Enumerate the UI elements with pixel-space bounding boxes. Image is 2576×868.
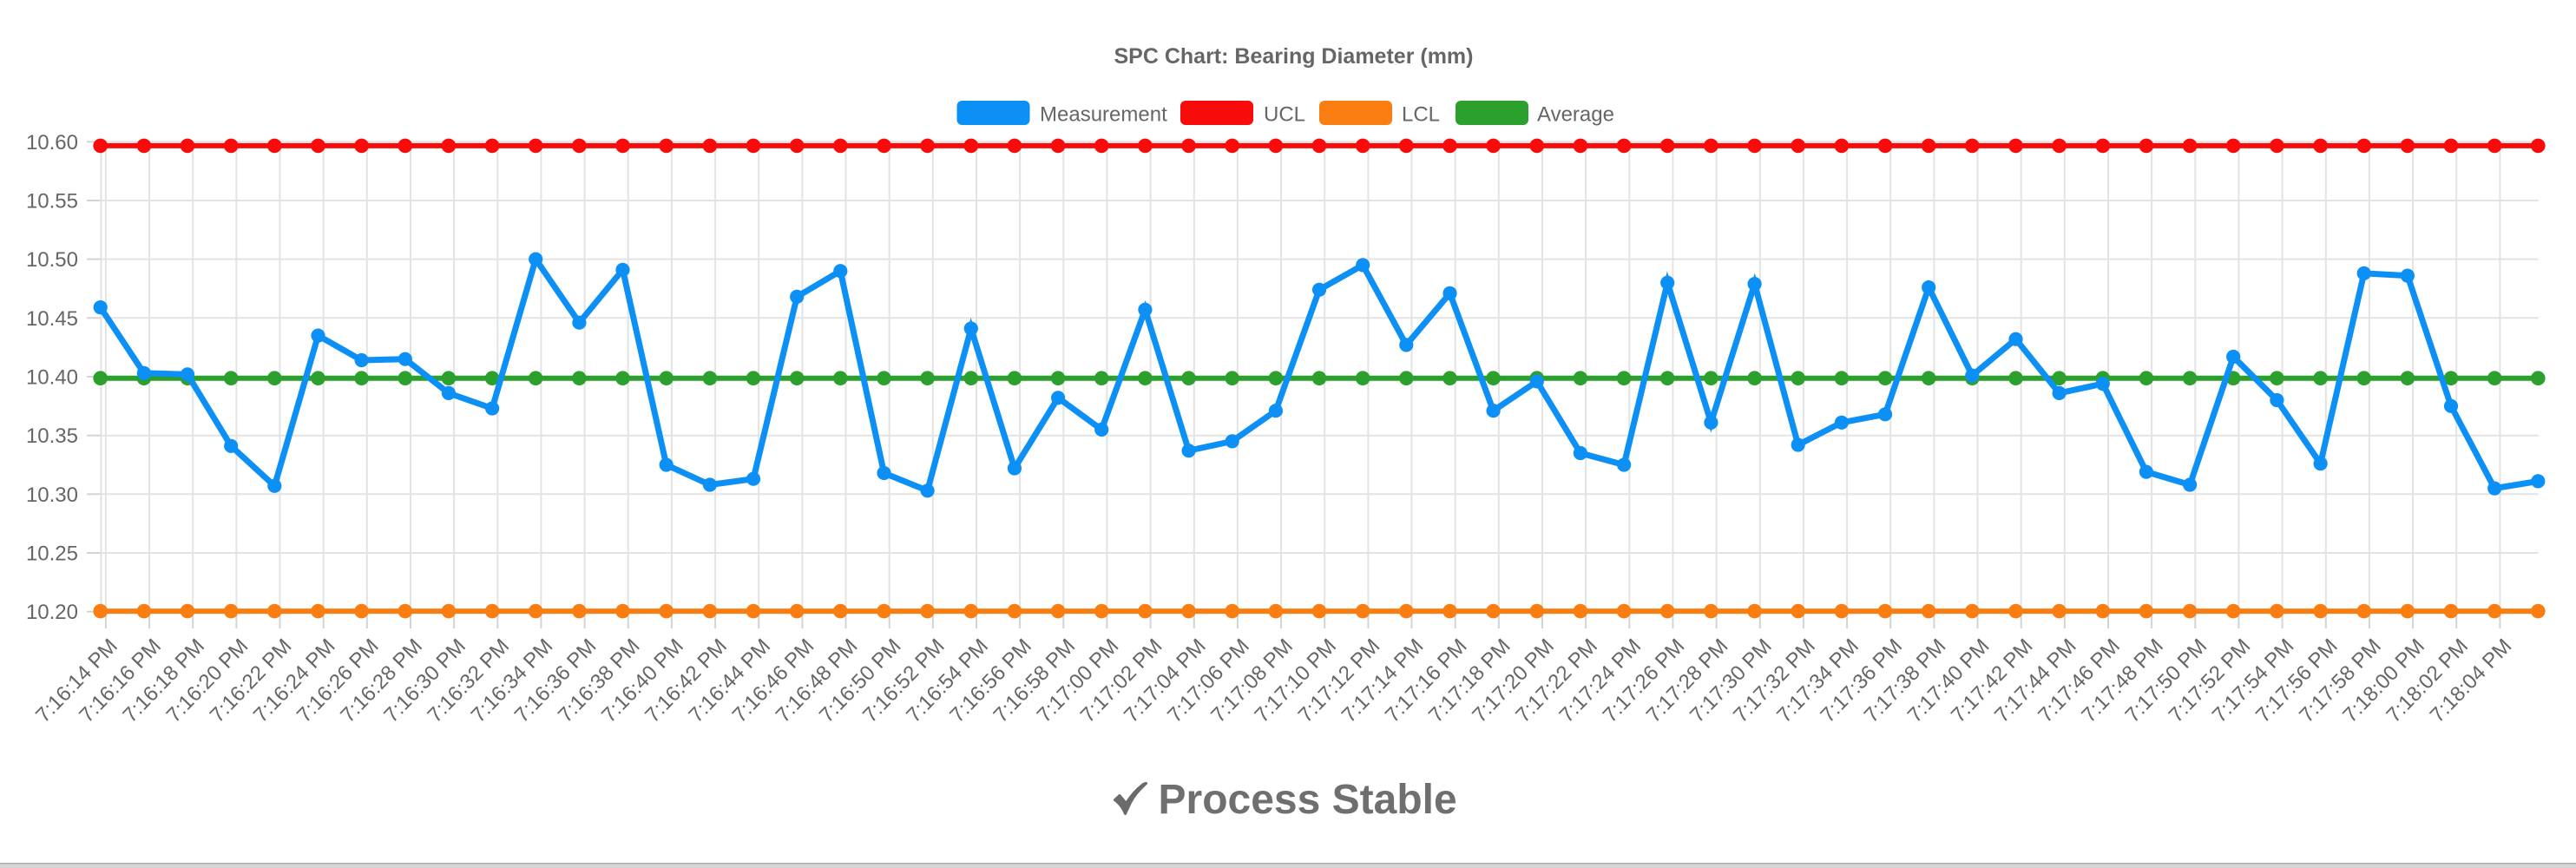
- svg-text:SPC Chart: Bearing Diameter (m: SPC Chart: Bearing Diameter (mm): [1114, 44, 1474, 69]
- svg-text:Process Stable: Process Stable: [1159, 777, 1457, 823]
- svg-text:Average: Average: [1537, 103, 1614, 127]
- svg-text:10.25: 10.25: [26, 542, 78, 566]
- svg-text:10.45: 10.45: [26, 307, 78, 331]
- svg-text:LCL: LCL: [1402, 103, 1440, 127]
- svg-text:10.55: 10.55: [26, 190, 78, 214]
- svg-text:10.35: 10.35: [26, 424, 78, 448]
- svg-text:10.30: 10.30: [26, 483, 78, 507]
- svg-text:10.20: 10.20: [26, 601, 78, 624]
- svg-text:Measurement: Measurement: [1040, 103, 1167, 127]
- svg-text:10.50: 10.50: [26, 248, 78, 272]
- svg-text:10.60: 10.60: [26, 131, 78, 155]
- svg-text:10.40: 10.40: [26, 366, 78, 390]
- svg-text:UCL: UCL: [1264, 103, 1305, 127]
